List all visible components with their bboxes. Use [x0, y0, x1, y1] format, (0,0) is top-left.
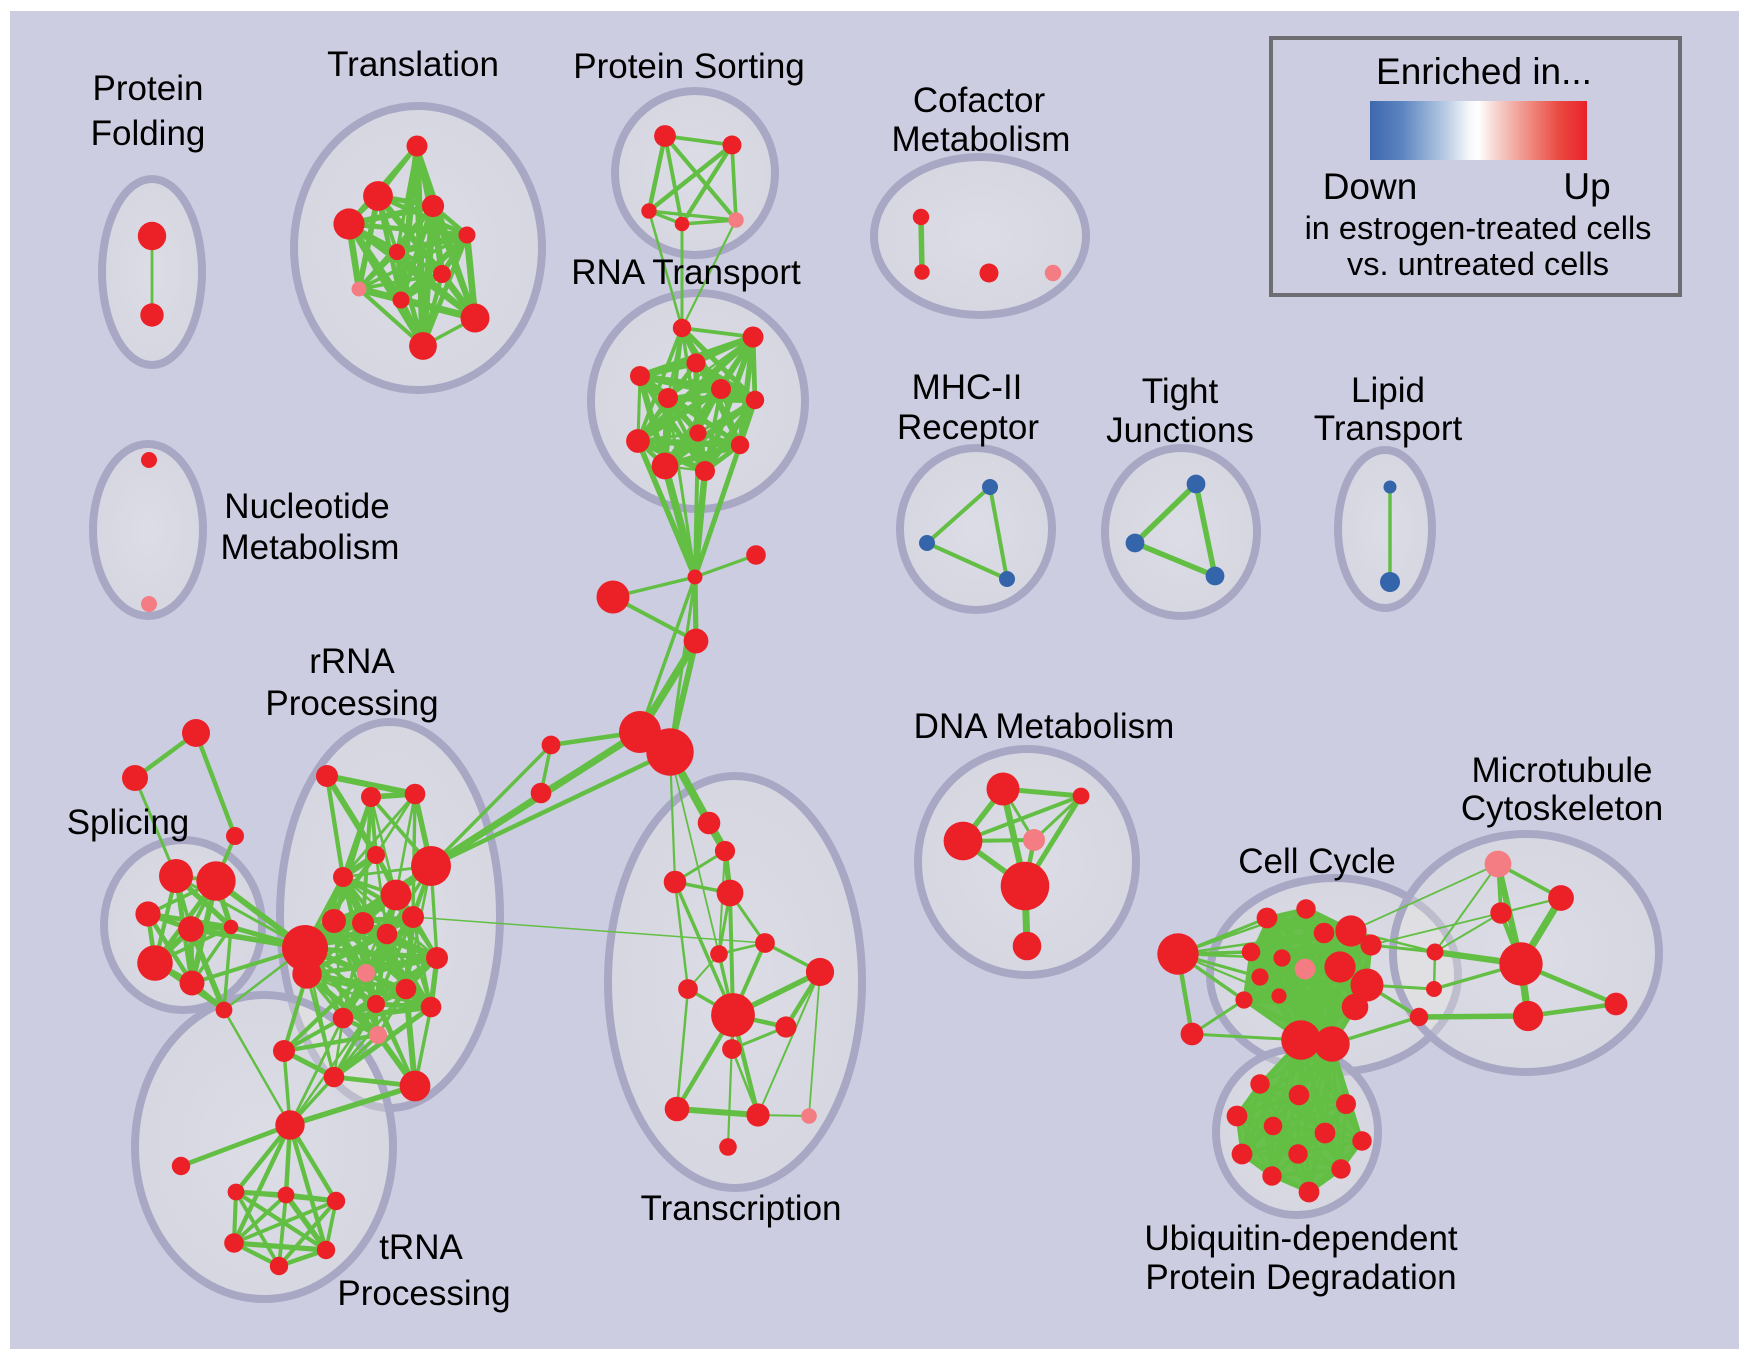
svg-text:Metabolism: Metabolism	[221, 528, 400, 567]
svg-text:Up: Up	[1563, 166, 1610, 207]
svg-text:Ubiquitin-dependent: Ubiquitin-dependent	[1144, 1219, 1458, 1258]
svg-text:Junctions: Junctions	[1106, 411, 1254, 450]
svg-text:Protein Sorting: Protein Sorting	[573, 47, 805, 86]
svg-text:Nucleotide: Nucleotide	[224, 487, 389, 526]
svg-text:Folding: Folding	[91, 114, 206, 153]
svg-text:in estrogen-treated cells: in estrogen-treated cells	[1305, 210, 1652, 246]
svg-text:Enriched in...: Enriched in...	[1376, 51, 1592, 92]
svg-text:Translation: Translation	[327, 45, 499, 84]
svg-text:Cytoskeleton: Cytoskeleton	[1461, 789, 1663, 828]
svg-text:rRNA: rRNA	[309, 642, 395, 681]
svg-text:Protein: Protein	[93, 69, 204, 108]
svg-text:Processing: Processing	[337, 1274, 510, 1313]
svg-text:tRNA: tRNA	[379, 1228, 463, 1267]
svg-text:Splicing: Splicing	[67, 803, 190, 842]
svg-text:Microtubule: Microtubule	[1472, 751, 1653, 790]
svg-text:Receptor: Receptor	[897, 408, 1039, 447]
svg-text:Cofactor: Cofactor	[913, 81, 1046, 120]
svg-text:Metabolism: Metabolism	[892, 120, 1071, 159]
svg-text:Transcription: Transcription	[641, 1189, 842, 1228]
svg-text:vs. untreated cells: vs. untreated cells	[1347, 246, 1609, 282]
svg-text:Cell Cycle: Cell Cycle	[1238, 842, 1396, 881]
svg-text:DNA Metabolism: DNA Metabolism	[914, 707, 1175, 746]
svg-text:Down: Down	[1323, 166, 1418, 207]
svg-text:Tight: Tight	[1142, 372, 1219, 411]
svg-text:Transport: Transport	[1314, 409, 1463, 448]
svg-text:MHC-II: MHC-II	[912, 368, 1023, 407]
svg-text:RNA Transport: RNA Transport	[571, 253, 801, 292]
svg-text:Lipid: Lipid	[1351, 371, 1425, 410]
svg-text:Protein Degradation: Protein Degradation	[1145, 1258, 1456, 1297]
svg-text:Processing: Processing	[265, 684, 438, 723]
